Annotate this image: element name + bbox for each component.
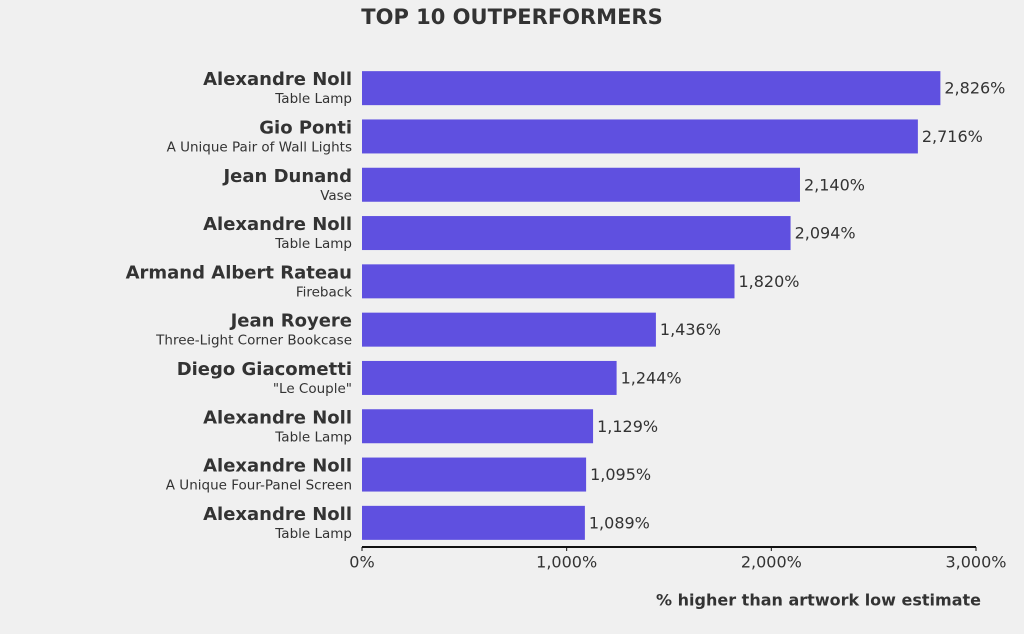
category-subtitle: A Unique Four-Panel Screen: [166, 478, 352, 494]
category-label: Alexandre Noll: [203, 407, 352, 428]
x-tick-label: 2,000%: [741, 553, 802, 572]
value-label: 2,826%: [944, 79, 1005, 98]
value-label: 1,095%: [590, 465, 651, 484]
bar: [362, 505, 585, 540]
category-subtitle: Table Lamp: [274, 526, 352, 542]
value-label: 1,129%: [597, 417, 658, 436]
category-subtitle: Table Lamp: [274, 236, 352, 252]
category-label: Gio Ponti: [259, 117, 352, 138]
value-label: 2,716%: [922, 127, 983, 146]
bar: [362, 119, 918, 154]
category-label: Jean Dunand: [221, 166, 352, 187]
category-label: Jean Royere: [229, 311, 352, 332]
value-label: 2,140%: [804, 175, 865, 194]
category-label: Diego Giacometti: [177, 359, 352, 380]
bar: [362, 216, 791, 251]
bar: [362, 167, 800, 202]
value-label: 2,094%: [795, 224, 856, 243]
category-subtitle: "Le Couple": [273, 381, 352, 397]
category-label: Alexandre Noll: [203, 214, 352, 235]
category-subtitle: Fireback: [296, 284, 352, 300]
bar: [362, 264, 735, 299]
value-label: 1,244%: [621, 368, 682, 387]
value-label: 1,820%: [738, 272, 799, 291]
value-label: 1,089%: [589, 513, 650, 532]
category-label: Armand Albert Rateau: [126, 262, 352, 283]
category-subtitle: Vase: [320, 188, 352, 204]
bar: [362, 409, 594, 444]
category-label: Alexandre Noll: [203, 69, 352, 90]
bar: [362, 360, 617, 395]
x-tick-label: 0%: [349, 553, 374, 572]
bar: [362, 312, 656, 347]
category-subtitle: Table Lamp: [274, 429, 352, 445]
category-subtitle: Table Lamp: [274, 91, 352, 107]
value-label: 1,436%: [660, 320, 721, 339]
category-label: Alexandre Noll: [203, 504, 352, 525]
category-subtitle: Three-Light Corner Bookcase: [155, 333, 352, 349]
x-tick-label: 1,000%: [536, 553, 597, 572]
category-subtitle: A Unique Pair of Wall Lights: [167, 139, 352, 155]
chart-title: TOP 10 OUTPERFORMERS: [361, 5, 662, 29]
bar: [362, 71, 941, 106]
bar: [362, 457, 587, 492]
x-axis-title: % higher than artwork low estimate: [656, 591, 981, 610]
x-tick-label: 3,000%: [945, 553, 1006, 572]
category-label: Alexandre Noll: [203, 456, 352, 477]
